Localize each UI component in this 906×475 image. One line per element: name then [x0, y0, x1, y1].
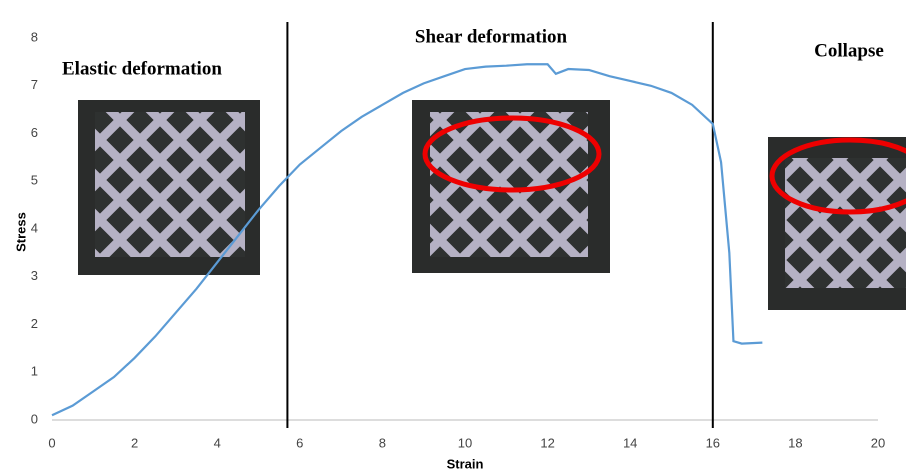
x-tick-label: 2 — [131, 435, 138, 450]
x-tick-label: 20 — [871, 435, 885, 450]
y-tick-label: 2 — [31, 316, 38, 331]
photo — [78, 100, 260, 275]
y-tick-label: 1 — [31, 364, 38, 379]
y-tick-label: 5 — [31, 173, 38, 188]
x-axis-label: Strain — [447, 456, 484, 471]
x-tick-label: 0 — [48, 435, 55, 450]
photo — [412, 100, 610, 273]
y-tick-label: 4 — [31, 220, 38, 235]
x-tick-label: 18 — [788, 435, 802, 450]
y-tick-label: 6 — [31, 125, 38, 140]
phase-label: Elastic deformation — [62, 58, 222, 79]
x-tick-label: 8 — [379, 435, 386, 450]
y-tick-label: 0 — [31, 411, 38, 426]
x-tick-label: 10 — [458, 435, 472, 450]
y-tick-label: 7 — [31, 77, 38, 92]
y-axis-label: Stress — [13, 212, 28, 252]
x-tick-label: 14 — [623, 435, 637, 450]
x-tick-label: 4 — [214, 435, 221, 450]
x-tick-label: 6 — [296, 435, 303, 450]
y-tick-label: 3 — [31, 268, 38, 283]
phase-label: Shear deformation — [415, 26, 568, 47]
x-tick-label: 12 — [540, 435, 554, 450]
photo — [768, 137, 906, 310]
phase-label: Collapse — [814, 40, 884, 61]
chart: Strain Stress 02468101214161820012345678… — [0, 0, 906, 475]
y-tick-label: 8 — [31, 29, 38, 44]
x-tick-label: 16 — [706, 435, 720, 450]
